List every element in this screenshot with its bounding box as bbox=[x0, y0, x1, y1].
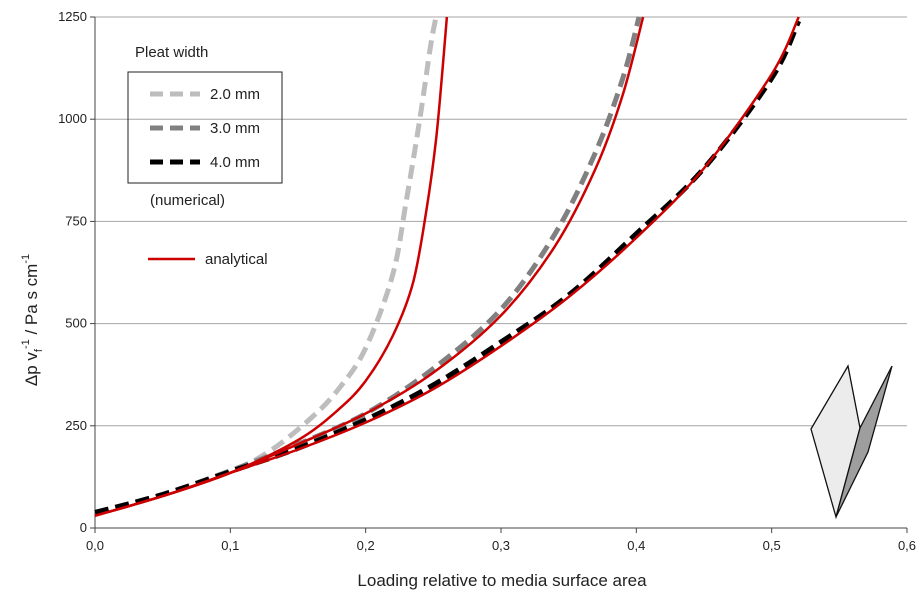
x-tick-label-0,0: 0,0 bbox=[86, 538, 104, 553]
x-tick-labels: 0,0 0,1 0,2 0,3 0,4 0,5 0,6 bbox=[86, 538, 916, 553]
y-axis-title-part-2: / Pa s cm bbox=[22, 264, 41, 340]
legend-title: Pleat width bbox=[135, 44, 208, 61]
x-tick-label-0,2: 0,2 bbox=[357, 538, 375, 553]
series-numerical-3-0-mm bbox=[94, 16, 642, 515]
x-axis-title: Loading relative to media surface area bbox=[357, 571, 647, 590]
y-tick-label-1250: 1250 bbox=[58, 9, 87, 24]
y-tick-label-1000: 1000 bbox=[58, 111, 87, 126]
legend-entry-analytical: analytical bbox=[205, 251, 268, 268]
y-axis-title-part-1: Δp v bbox=[22, 352, 41, 387]
y-tick-labels: 0 250 500 750 1000 1250 bbox=[58, 9, 87, 535]
gridlines bbox=[95, 16, 907, 427]
pleat-right-face bbox=[835, 365, 893, 518]
legend-entry-3mm: 3.0 mm bbox=[210, 120, 260, 137]
pleat-left-face bbox=[810, 364, 861, 520]
y-tick-label-500: 500 bbox=[65, 316, 87, 331]
y-axis-title: Δp vf-1 / Pa s cm-1 bbox=[20, 254, 45, 386]
y-axis-title-superscript-1: -1 bbox=[20, 339, 32, 349]
x-tick-label-0,5: 0,5 bbox=[763, 538, 781, 553]
x-tick-label-0,4: 0,4 bbox=[627, 538, 645, 553]
y-tick-label-0: 0 bbox=[80, 520, 87, 535]
x-tick-label-0,6: 0,6 bbox=[898, 538, 916, 553]
legend-entry-2mm: 2.0 mm bbox=[210, 86, 260, 103]
legend-entry-4mm: 4.0 mm bbox=[210, 154, 260, 171]
pleat-illustration bbox=[810, 364, 893, 520]
x-tick-label-0,1: 0,1 bbox=[221, 538, 239, 553]
series-numerical-4-0-mm bbox=[94, 20, 802, 515]
legend-note: (numerical) bbox=[150, 192, 225, 209]
legend-box bbox=[127, 71, 283, 184]
y-axis-title-superscript-2: -1 bbox=[20, 254, 32, 264]
axes bbox=[90, 16, 908, 533]
y-tick-label-750: 750 bbox=[65, 213, 87, 228]
series-lines bbox=[94, 16, 802, 517]
series-analytical-2-0-mm bbox=[94, 16, 449, 517]
series-analytical-4-0-mm bbox=[94, 16, 800, 517]
legend: Pleat width 2.0 mm 3.0 mm 4.0 mm (numeri… bbox=[127, 44, 283, 268]
y-tick-label-250: 250 bbox=[65, 418, 87, 433]
y-axis-title-subscript: f bbox=[33, 348, 45, 352]
x-tick-label-0,3: 0,3 bbox=[492, 538, 510, 553]
